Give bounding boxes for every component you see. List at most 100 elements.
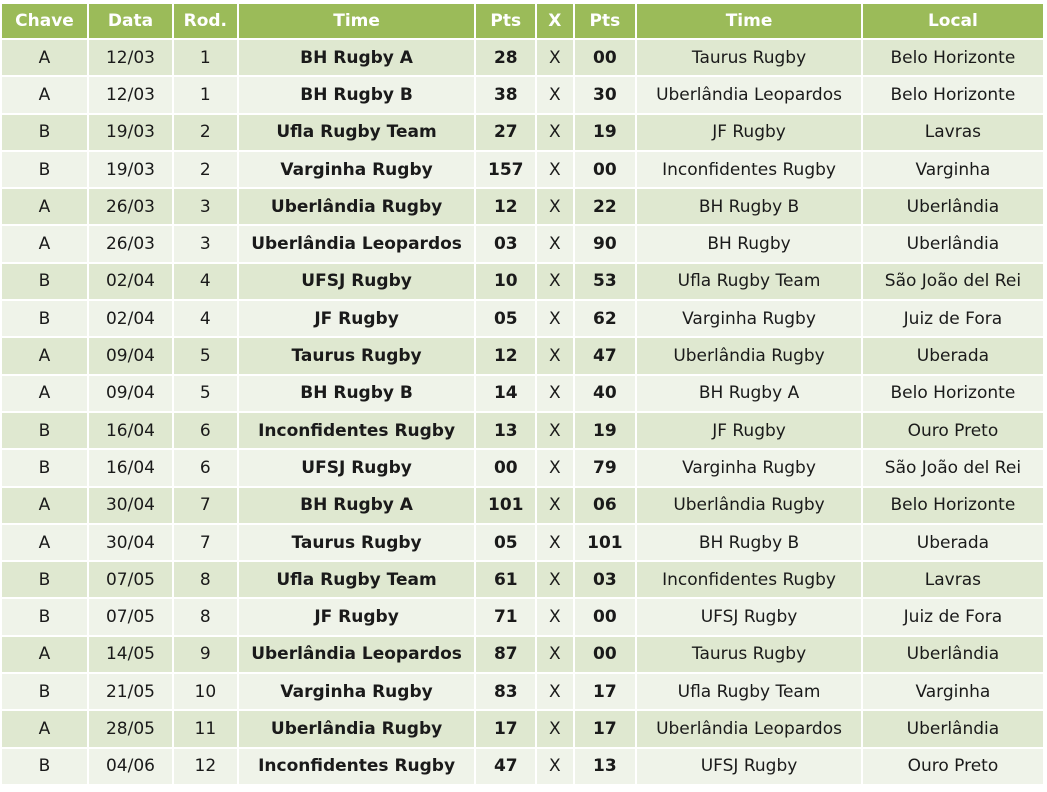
cell-versus: X bbox=[537, 114, 573, 150]
cell-away-team: BH Rugby B bbox=[637, 189, 861, 225]
cell-home-team: UFSJ Rugby bbox=[238, 263, 475, 300]
header-home-pts: Pts bbox=[476, 4, 536, 38]
cell-venue: Belo Horizonte bbox=[862, 77, 1043, 113]
cell-date: 28/05 bbox=[88, 711, 172, 747]
cell-date: 02/04 bbox=[88, 301, 172, 337]
cell-home-team: BH Rugby A bbox=[238, 487, 475, 523]
cell-home-team: JF Rugby bbox=[238, 599, 475, 635]
cell-versus: X bbox=[537, 375, 573, 411]
cell-date: 30/04 bbox=[88, 487, 172, 523]
cell-group: B bbox=[2, 599, 87, 635]
cell-away-pts: 13 bbox=[574, 748, 636, 784]
table-row: B 07/05 8 Ufla Rugby Team 61 X 03 Inconfidentes… bbox=[2, 562, 1043, 598]
cell-date: 12/03 bbox=[88, 77, 172, 113]
cell-home-team: Ufla Rugby Team bbox=[238, 114, 475, 150]
cell-date: 19/03 bbox=[88, 114, 172, 150]
cell-away-pts: 62 bbox=[574, 301, 636, 337]
cell-versus: X bbox=[537, 636, 573, 673]
cell-round: 3 bbox=[173, 189, 237, 225]
table-row: B 19/03 2 Ufla Rugby Team 27 X 19 JF Rugby Lavra… bbox=[2, 114, 1043, 150]
cell-versus: X bbox=[537, 338, 573, 374]
cell-away-pts: 19 bbox=[574, 412, 636, 449]
cell-away-pts: 101 bbox=[574, 524, 636, 561]
header-home-team: Time bbox=[238, 4, 475, 38]
cell-away-team: Uberlândia Rugby bbox=[637, 338, 861, 374]
cell-group: A bbox=[2, 487, 87, 523]
cell-home-team: Taurus Rugby bbox=[238, 524, 475, 561]
cell-away-pts: 40 bbox=[574, 375, 636, 411]
cell-round: 12 bbox=[173, 748, 237, 784]
cell-home-pts: 03 bbox=[476, 226, 536, 262]
cell-venue: Juiz de Fora bbox=[862, 599, 1043, 635]
cell-round: 10 bbox=[173, 674, 237, 710]
cell-date: 09/04 bbox=[88, 375, 172, 411]
table-row: A 12/03 1 BH Rugby A 28 X 00 Taurus Rugby Belo H… bbox=[2, 40, 1043, 76]
table-row: A 14/05 9 Uberlândia Leopardos 87 X 00 Taurus R… bbox=[2, 636, 1043, 673]
cell-date: 26/03 bbox=[88, 226, 172, 262]
cell-away-pts: 00 bbox=[574, 599, 636, 635]
cell-home-pts: 00 bbox=[476, 450, 536, 486]
cell-group: A bbox=[2, 524, 87, 561]
cell-home-pts: 12 bbox=[476, 338, 536, 374]
table-row: B 21/05 10 Varginha Rugby 83 X 17 Ufla Rugby Te… bbox=[2, 674, 1043, 710]
cell-away-pts: 90 bbox=[574, 226, 636, 262]
cell-versus: X bbox=[537, 151, 573, 188]
cell-home-team: Uberlândia Leopardos bbox=[238, 636, 475, 673]
cell-group: B bbox=[2, 412, 87, 449]
cell-versus: X bbox=[537, 524, 573, 561]
table-row: B 16/04 6 Inconfidentes Rugby 13 X 19 JF Rugby O… bbox=[2, 412, 1043, 449]
cell-versus: X bbox=[537, 562, 573, 598]
cell-away-team: Taurus Rugby bbox=[637, 40, 861, 76]
cell-venue: Lavras bbox=[862, 114, 1043, 150]
cell-home-team: Varginha Rugby bbox=[238, 674, 475, 710]
cell-round: 6 bbox=[173, 450, 237, 486]
cell-date: 07/05 bbox=[88, 562, 172, 598]
cell-away-team: Varginha Rugby bbox=[637, 301, 861, 337]
cell-venue: São João del Rei bbox=[862, 450, 1043, 486]
cell-away-pts: 00 bbox=[574, 636, 636, 673]
cell-group: B bbox=[2, 263, 87, 300]
header-group: Chave bbox=[2, 4, 87, 38]
cell-date: 16/04 bbox=[88, 450, 172, 486]
cell-away-team: BH Rugby A bbox=[637, 375, 861, 411]
cell-home-pts: 28 bbox=[476, 40, 536, 76]
table-row: A 12/03 1 BH Rugby B 38 X 30 Uberlândia Leopard… bbox=[2, 77, 1043, 113]
header-round: Rod. bbox=[173, 4, 237, 38]
cell-round: 2 bbox=[173, 114, 237, 150]
cell-venue: Juiz de Fora bbox=[862, 301, 1043, 337]
cell-round: 3 bbox=[173, 226, 237, 262]
cell-group: B bbox=[2, 748, 87, 784]
cell-versus: X bbox=[537, 77, 573, 113]
cell-away-pts: 17 bbox=[574, 674, 636, 710]
cell-group: A bbox=[2, 375, 87, 411]
cell-venue: Ouro Preto bbox=[862, 748, 1043, 784]
cell-venue: Belo Horizonte bbox=[862, 487, 1043, 523]
cell-home-team: Uberlândia Leopardos bbox=[238, 226, 475, 262]
cell-date: 09/04 bbox=[88, 338, 172, 374]
cell-away-team: Ufla Rugby Team bbox=[637, 263, 861, 300]
cell-date: 04/06 bbox=[88, 748, 172, 784]
cell-home-pts: 05 bbox=[476, 301, 536, 337]
cell-versus: X bbox=[537, 263, 573, 300]
cell-versus: X bbox=[537, 40, 573, 76]
cell-round: 4 bbox=[173, 263, 237, 300]
cell-group: B bbox=[2, 450, 87, 486]
table-row: B 02/04 4 UFSJ Rugby 10 X 53 Ufla Rugby Team São… bbox=[2, 263, 1043, 300]
cell-home-team: BH Rugby A bbox=[238, 40, 475, 76]
cell-group: A bbox=[2, 711, 87, 747]
cell-away-pts: 79 bbox=[574, 450, 636, 486]
cell-round: 5 bbox=[173, 375, 237, 411]
cell-versus: X bbox=[537, 412, 573, 449]
cell-date: 16/04 bbox=[88, 412, 172, 449]
cell-group: B bbox=[2, 301, 87, 337]
cell-round: 2 bbox=[173, 151, 237, 188]
cell-away-pts: 22 bbox=[574, 189, 636, 225]
cell-group: A bbox=[2, 189, 87, 225]
cell-away-team: Uberlândia Leopardos bbox=[637, 711, 861, 747]
cell-versus: X bbox=[537, 226, 573, 262]
cell-venue: Lavras bbox=[862, 562, 1043, 598]
cell-away-team: UFSJ Rugby bbox=[637, 748, 861, 784]
header-venue: Local bbox=[862, 4, 1043, 38]
cell-home-pts: 71 bbox=[476, 599, 536, 635]
cell-date: 07/05 bbox=[88, 599, 172, 635]
